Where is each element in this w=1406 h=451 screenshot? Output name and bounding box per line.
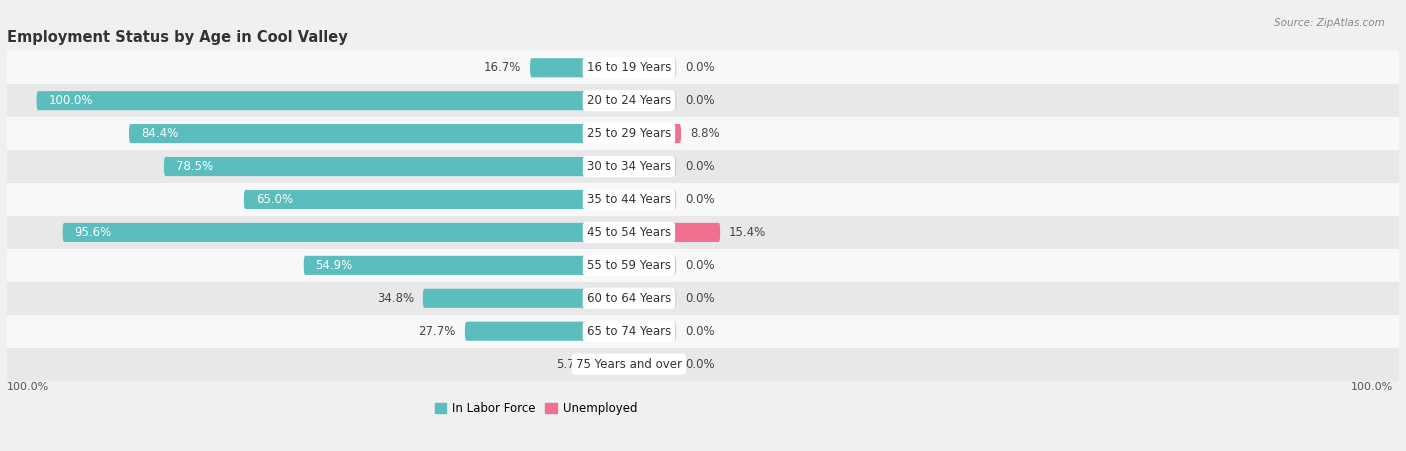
FancyBboxPatch shape — [423, 289, 628, 308]
FancyBboxPatch shape — [63, 223, 628, 242]
FancyBboxPatch shape — [129, 124, 628, 143]
Text: 34.8%: 34.8% — [377, 292, 413, 305]
FancyBboxPatch shape — [628, 322, 676, 341]
Text: 0.0%: 0.0% — [685, 292, 714, 305]
FancyBboxPatch shape — [628, 124, 681, 143]
Legend: In Labor Force, Unemployed: In Labor Force, Unemployed — [430, 397, 643, 419]
Text: 100.0%: 100.0% — [7, 382, 49, 392]
Text: 15.4%: 15.4% — [730, 226, 766, 239]
FancyBboxPatch shape — [7, 51, 1399, 84]
Text: 0.0%: 0.0% — [685, 325, 714, 338]
Text: 16 to 19 Years: 16 to 19 Years — [586, 61, 671, 74]
FancyBboxPatch shape — [595, 354, 628, 374]
FancyBboxPatch shape — [7, 249, 1399, 282]
Text: 30 to 34 Years: 30 to 34 Years — [586, 160, 671, 173]
Text: 0.0%: 0.0% — [685, 94, 714, 107]
FancyBboxPatch shape — [7, 150, 1399, 183]
FancyBboxPatch shape — [628, 58, 676, 77]
Text: 35 to 44 Years: 35 to 44 Years — [586, 193, 671, 206]
Text: 55 to 59 Years: 55 to 59 Years — [586, 259, 671, 272]
Text: 16.7%: 16.7% — [484, 61, 522, 74]
FancyBboxPatch shape — [628, 157, 676, 176]
Text: Source: ZipAtlas.com: Source: ZipAtlas.com — [1274, 18, 1385, 28]
Text: 25 to 29 Years: 25 to 29 Years — [586, 127, 671, 140]
Text: 0.0%: 0.0% — [685, 193, 714, 206]
Text: 60 to 64 Years: 60 to 64 Years — [586, 292, 671, 305]
FancyBboxPatch shape — [7, 315, 1399, 348]
FancyBboxPatch shape — [7, 183, 1399, 216]
FancyBboxPatch shape — [37, 91, 628, 110]
Text: 20 to 24 Years: 20 to 24 Years — [586, 94, 671, 107]
Text: 0.0%: 0.0% — [685, 358, 714, 371]
FancyBboxPatch shape — [243, 190, 628, 209]
FancyBboxPatch shape — [165, 157, 628, 176]
Text: 45 to 54 Years: 45 to 54 Years — [586, 226, 671, 239]
FancyBboxPatch shape — [628, 223, 720, 242]
Text: 100.0%: 100.0% — [1351, 382, 1393, 392]
Text: 75 Years and over: 75 Years and over — [576, 358, 682, 371]
FancyBboxPatch shape — [7, 348, 1399, 381]
FancyBboxPatch shape — [7, 84, 1399, 117]
Text: 0.0%: 0.0% — [685, 61, 714, 74]
Text: 0.0%: 0.0% — [685, 259, 714, 272]
FancyBboxPatch shape — [628, 256, 676, 275]
Text: 95.6%: 95.6% — [75, 226, 111, 239]
FancyBboxPatch shape — [7, 282, 1399, 315]
FancyBboxPatch shape — [628, 190, 676, 209]
Text: Employment Status by Age in Cool Valley: Employment Status by Age in Cool Valley — [7, 30, 347, 45]
FancyBboxPatch shape — [628, 289, 676, 308]
FancyBboxPatch shape — [7, 216, 1399, 249]
Text: 0.0%: 0.0% — [685, 160, 714, 173]
Text: 54.9%: 54.9% — [315, 259, 353, 272]
Text: 27.7%: 27.7% — [419, 325, 456, 338]
Text: 8.8%: 8.8% — [690, 127, 720, 140]
Text: 84.4%: 84.4% — [141, 127, 179, 140]
FancyBboxPatch shape — [7, 117, 1399, 150]
Text: 5.7%: 5.7% — [557, 358, 586, 371]
Text: 100.0%: 100.0% — [48, 94, 93, 107]
FancyBboxPatch shape — [304, 256, 628, 275]
FancyBboxPatch shape — [628, 91, 676, 110]
Text: 78.5%: 78.5% — [176, 160, 212, 173]
FancyBboxPatch shape — [465, 322, 628, 341]
FancyBboxPatch shape — [628, 354, 676, 374]
Text: 65.0%: 65.0% — [256, 193, 292, 206]
FancyBboxPatch shape — [530, 58, 628, 77]
Text: 65 to 74 Years: 65 to 74 Years — [586, 325, 671, 338]
